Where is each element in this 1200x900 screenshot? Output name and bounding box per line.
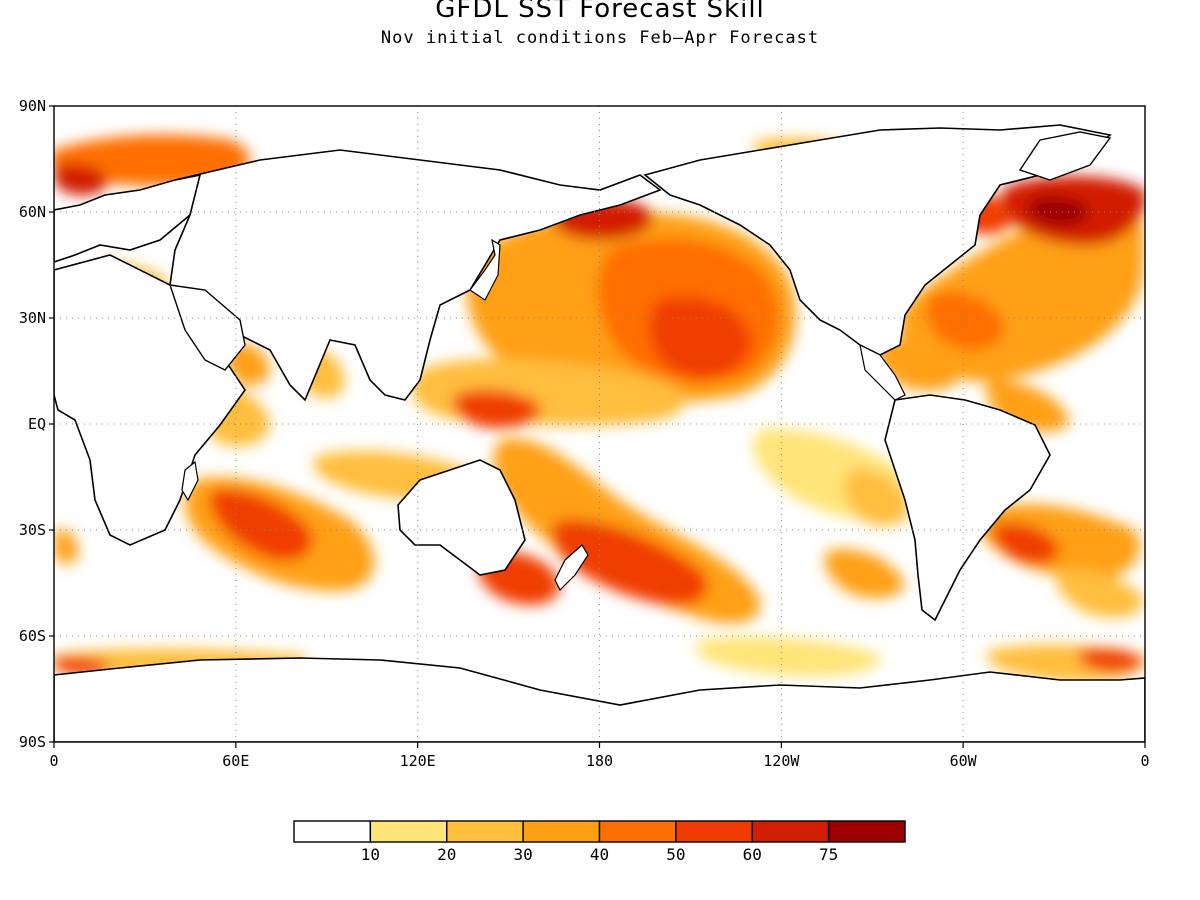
colorbar-label: 20	[437, 845, 456, 864]
colorbar: 10 20 30 40 50 60 75	[293, 820, 906, 864]
colorbar-bin	[293, 820, 372, 843]
skill-region	[1056, 569, 1145, 618]
skill-region	[1078, 648, 1145, 673]
lon-tick-label: 120W	[763, 752, 800, 770]
colorbar-label: 75	[819, 845, 838, 864]
colorbar-label: 50	[666, 845, 685, 864]
skill-region	[696, 636, 881, 677]
south-america-land	[884, 394, 1051, 622]
madagascar-land	[181, 460, 199, 502]
lat-tick-label: 90N	[19, 97, 46, 115]
colorbar-label: 60	[743, 845, 762, 864]
skill-region	[209, 489, 313, 561]
lon-tick-label: 0	[1140, 752, 1149, 770]
antarctica-land	[54, 657, 1145, 742]
lat-tick-label: 60S	[19, 627, 46, 645]
skill-region	[453, 389, 541, 429]
colorbar-label: 10	[361, 845, 380, 864]
lat-tick-label: 90S	[19, 733, 46, 751]
lat-tick-label: 30N	[19, 309, 46, 327]
central-america-land	[859, 343, 906, 401]
japan-land	[469, 238, 501, 301]
colorbar-bin	[446, 820, 524, 843]
lat-tick-label: EQ	[28, 415, 46, 433]
colorbar-label: 30	[513, 845, 532, 864]
skill-region	[54, 163, 108, 196]
lon-tick-label: 0	[49, 752, 58, 770]
skill-shading	[54, 134, 1145, 682]
lon-tick-label: 60E	[222, 752, 249, 770]
map-title: GFDL SST Forecast Skill	[435, 0, 765, 24]
lon-tick-label: 120E	[400, 752, 436, 770]
skill-region	[1028, 195, 1090, 227]
lon-tick-label: 180	[586, 752, 613, 770]
arabia-land	[168, 284, 246, 371]
skill-region	[926, 291, 1005, 350]
latitude-axis: 90N 60N 30N EQ 30S 60S 90S	[19, 97, 54, 751]
continents	[54, 124, 1145, 742]
colorbar-bin	[827, 820, 906, 843]
colorbar-bin	[675, 820, 753, 843]
colorbar-bin	[751, 820, 830, 843]
longitude-axis: 0 60E 120E 180 120W 60W 0	[49, 742, 1150, 770]
australia-land	[397, 459, 526, 576]
lat-tick-label: 30S	[19, 521, 46, 539]
lon-tick-label: 60W	[950, 752, 978, 770]
north-america-land	[643, 124, 1112, 356]
skill-region	[844, 469, 910, 526]
lat-tick-label: 60N	[19, 203, 46, 221]
skill-region	[824, 549, 905, 599]
skill-region	[552, 519, 708, 606]
colorbar-bin	[369, 820, 448, 843]
colorbar-bin	[598, 820, 677, 843]
new-zealand-land	[554, 544, 589, 592]
map-subtitle: Nov initial conditions Feb–Apr Forecast	[380, 28, 820, 48]
greenland-land	[1018, 131, 1112, 181]
skill-region	[650, 296, 751, 379]
colorbar-label: 40	[590, 845, 609, 864]
skill-region	[992, 522, 1060, 565]
colorbar-bin	[522, 820, 601, 843]
map-gridlines	[54, 106, 1145, 742]
skill-region	[54, 529, 79, 565]
